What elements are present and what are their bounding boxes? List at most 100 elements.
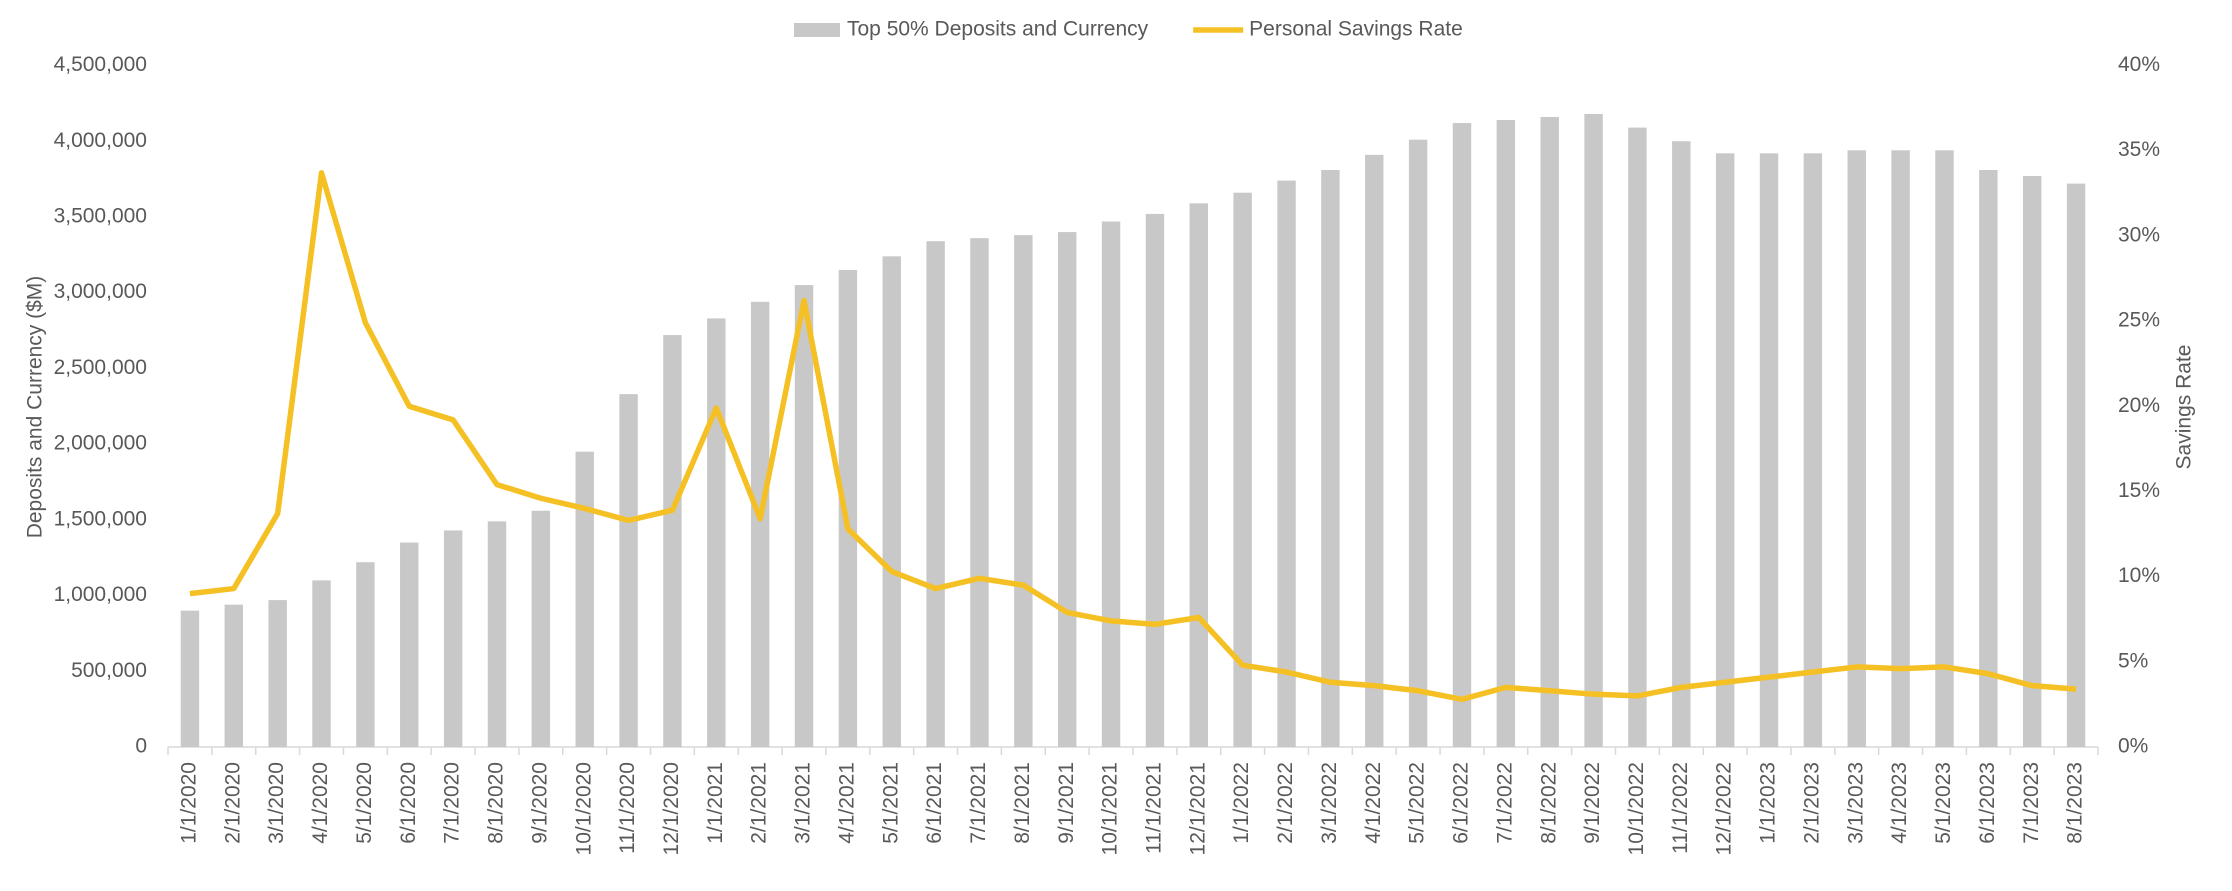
- y-tick-label: 2,000,000: [54, 432, 147, 455]
- bar: [619, 394, 638, 747]
- bar: [487, 521, 507, 747]
- bar: [838, 269, 858, 747]
- x-tick-label: 5/1/2021: [879, 762, 902, 844]
- x-tick-label: 5/1/2020: [353, 762, 376, 844]
- bar: [1935, 150, 1954, 747]
- bar: [1321, 169, 1340, 747]
- x-tick-label: 5/1/2023: [1932, 762, 1955, 844]
- y2-tick-label: 0%: [2118, 735, 2148, 758]
- x-tick-label: 10/1/2020: [572, 762, 595, 855]
- x-tick-label: 1/1/2022: [1230, 762, 1253, 844]
- x-tick-label: 8/1/2020: [485, 762, 508, 844]
- bar: [1145, 213, 1165, 748]
- legend-label: Personal Savings Rate: [1249, 18, 1463, 41]
- bar: [180, 610, 200, 747]
- x-tick-label: 4/1/2023: [1888, 762, 1911, 844]
- y-tick-label: 1,500,000: [54, 507, 147, 530]
- x-tick-label: 10/1/2022: [1625, 762, 1648, 855]
- bar: [1540, 116, 1559, 748]
- bar: [1891, 150, 1910, 747]
- x-tick-label: 1/1/2023: [1757, 762, 1780, 844]
- bar: [356, 562, 375, 747]
- x-tick-label: 1/1/2020: [177, 762, 200, 844]
- x-tick-label: 12/1/2020: [660, 762, 683, 855]
- x-tick-label: 2/1/2020: [221, 762, 244, 844]
- bar: [1101, 221, 1121, 747]
- y-tick-label: 500,000: [71, 659, 147, 682]
- bar: [224, 604, 244, 747]
- y-tick-label: 0: [135, 735, 147, 758]
- bar: [312, 580, 331, 747]
- bar: [1496, 120, 1516, 747]
- x-tick-label: 2/1/2022: [1274, 762, 1297, 844]
- x-tick-label: 11/1/2020: [616, 762, 639, 854]
- bar: [1628, 127, 1647, 747]
- x-tick-label: 9/1/2022: [1581, 762, 1604, 844]
- x-tick-label: 7/1/2022: [1493, 762, 1516, 844]
- x-tick-label: 4/1/2021: [835, 762, 858, 844]
- x-tick-label: 7/1/2021: [967, 762, 990, 844]
- y-tick-label: 3,500,000: [54, 204, 147, 227]
- y2-tick-label: 15%: [2118, 479, 2160, 502]
- bar: [707, 318, 726, 747]
- y-tick-label: 4,000,000: [54, 129, 147, 152]
- bar: [2066, 183, 2086, 748]
- bar: [1803, 153, 1823, 748]
- y2-tick-label: 25%: [2118, 309, 2160, 332]
- y2-tick-label: 20%: [2118, 394, 2160, 417]
- bar: [926, 241, 945, 748]
- x-tick-label: 9/1/2021: [1055, 762, 1078, 844]
- x-tick-label: 12/1/2021: [1186, 762, 1209, 855]
- bar: [400, 542, 419, 747]
- x-tick-label: 4/1/2020: [309, 762, 332, 844]
- y-tick-label: 1,000,000: [54, 583, 147, 606]
- x-tick-label: 8/1/2021: [1011, 762, 1034, 844]
- x-tick-label: 6/1/2020: [397, 762, 420, 844]
- x-tick-label: 6/1/2023: [1976, 762, 1999, 844]
- bar: [794, 285, 814, 747]
- line: [189, 170, 2077, 703]
- bar: [1584, 113, 1603, 747]
- y-tick-label: 4,500,000: [54, 53, 147, 76]
- x-tick-label: 6/1/2021: [923, 762, 946, 844]
- x-tick-label: 8/1/2022: [1537, 762, 1560, 844]
- x-tick-label: 7/1/2023: [2020, 762, 2043, 844]
- x-tick-label: 3/1/2022: [1318, 762, 1341, 844]
- bar: [268, 600, 287, 747]
- y2-axis-title: Savings Rate: [2173, 345, 2196, 470]
- bar: [1365, 154, 1384, 747]
- x-tick-label: 10/1/2021: [1099, 762, 1122, 855]
- bar: [1452, 123, 1472, 747]
- x-tick-label: 2/1/2021: [748, 762, 771, 844]
- bar: [531, 510, 551, 747]
- bar: [970, 238, 989, 747]
- x-tick-label: 9/1/2020: [528, 762, 551, 844]
- bar: [663, 335, 682, 747]
- bar: [1672, 141, 1691, 747]
- x-tick-label: 5/1/2022: [1406, 762, 1429, 844]
- y-tick-label: 3,000,000: [54, 280, 147, 303]
- bar: [1715, 153, 1735, 748]
- x-tick-label: 12/1/2022: [1713, 762, 1736, 855]
- bar: [750, 301, 770, 747]
- bar: [443, 530, 463, 747]
- bar: [1057, 232, 1077, 748]
- bar: [1277, 180, 1296, 747]
- bar: [1979, 169, 1998, 747]
- bar: [1847, 150, 1866, 747]
- bar: [1014, 235, 1033, 747]
- x-tick-label: 6/1/2022: [1450, 762, 1473, 844]
- x-tick-label: 3/1/2021: [792, 762, 815, 844]
- x-tick-label: 11/1/2022: [1669, 762, 1692, 854]
- y-axis-title: Deposits and Currency ($M): [24, 276, 47, 539]
- y-tick-label: 2,500,000: [54, 356, 147, 379]
- y2-tick-label: 5%: [2118, 649, 2148, 672]
- x-tick-label: 2/1/2023: [1800, 762, 1823, 844]
- bar: [882, 256, 901, 747]
- bar: [1759, 153, 1779, 748]
- x-tick-label: 1/1/2021: [704, 762, 727, 844]
- y2-tick-label: 40%: [2118, 53, 2160, 76]
- y2-tick-label: 30%: [2118, 223, 2160, 246]
- x-tick-label: 3/1/2020: [265, 762, 288, 844]
- x-tick-label: 11/1/2021: [1142, 762, 1165, 854]
